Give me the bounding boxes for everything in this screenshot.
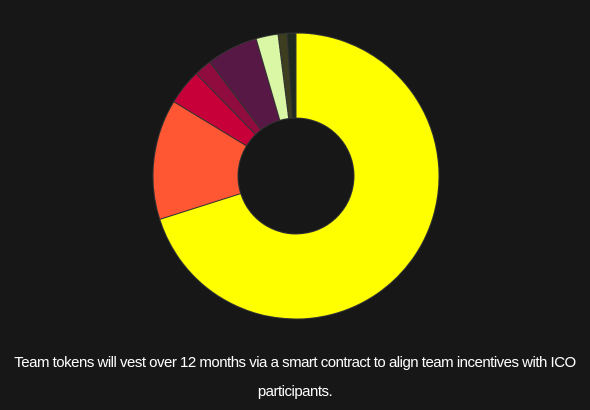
chart <box>152 32 440 320</box>
donut-slice <box>159 32 440 320</box>
donut-slice <box>152 100 248 220</box>
donut-slice <box>286 32 297 119</box>
caption: Team tokens will vest over 12 months via… <box>14 354 576 400</box>
